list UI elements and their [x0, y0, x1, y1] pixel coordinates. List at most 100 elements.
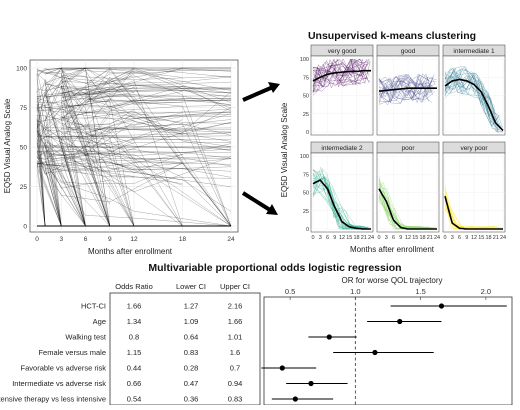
facet-x-tick-label: 15 [412, 235, 418, 241]
facet-trajectory [444, 70, 500, 132]
arrow-up [242, 82, 280, 102]
facet-trajectory [378, 189, 433, 230]
cluster-title: Unsupervised k-means clustering [308, 30, 476, 42]
spaghetti-trajectory [36, 92, 86, 227]
cluster-y-axis-label: EQ5D Visual Analog Scale [280, 102, 289, 197]
facet-trajectory [444, 75, 502, 133]
spaghetti-x-tick-label: 18 [179, 236, 187, 243]
spaghetti-trajectory [85, 134, 232, 138]
forest-point [372, 349, 378, 356]
facet-trajectory [312, 183, 365, 230]
spaghetti-trajectory [45, 67, 111, 227]
facet-x-tick-label: 24 [434, 235, 440, 241]
spaghetti-trajectory [36, 152, 86, 156]
facet-x-tick-label: 15 [346, 235, 352, 241]
spaghetti-trajectory [45, 67, 135, 227]
cluster-x-axis-label: Months after enrollment [350, 245, 435, 254]
spaghetti-trajectory [36, 100, 231, 123]
forest-point [397, 318, 403, 325]
spaghetti-trajectory [36, 90, 232, 103]
spaghetti-trajectory [36, 160, 232, 172]
facet-label: good [401, 48, 416, 55]
spaghetti-trajectory [36, 68, 232, 83]
facet-x-tick-label: 18 [419, 235, 425, 241]
facet-x-tick-label: 12 [405, 235, 411, 241]
spaghetti-trajectory [85, 127, 232, 137]
spaghetti-trajectory [36, 104, 135, 125]
spaghetti-trajectory [44, 67, 232, 91]
spaghetti-trajectory [85, 90, 232, 98]
facet-x-tick-label: 3 [385, 235, 388, 241]
spaghetti-trajectory [36, 119, 135, 142]
facet-x-tick-label: 3 [451, 235, 454, 241]
facet-trajectory [312, 62, 371, 86]
row-upper-ci: 0.83 [228, 395, 243, 404]
row-lower-ci: 1.09 [184, 317, 199, 326]
facet-trajectory [444, 72, 499, 126]
facet-label: intermediate 1 [453, 48, 495, 55]
facet-trajectory [378, 73, 427, 102]
spaghetti-trajectory [44, 80, 232, 124]
spaghetti-trajectory [45, 83, 232, 133]
spaghetti-trajectory [61, 124, 232, 227]
facet-trajectory [444, 69, 502, 128]
spaghetti-trajectory [36, 142, 62, 174]
facet-x-tick-label: 3 [319, 235, 322, 241]
facet-y-tick-label: 50 [303, 191, 309, 197]
facet-trajectory [444, 67, 500, 126]
facet-y-tick-label: 0 [306, 227, 309, 233]
row-label: Intensive therapy vs less intensive [0, 395, 106, 404]
facet-x-tick-label: 18 [353, 235, 359, 241]
spaghetti-trajectory [61, 156, 232, 192]
spaghetti-trajectory [36, 91, 86, 227]
spaghetti-trajectory [61, 73, 135, 141]
facet-trajectory [444, 208, 501, 230]
facet-trajectory [378, 74, 430, 100]
facet-mean-line [378, 87, 437, 92]
spaghetti-trajectory [61, 92, 110, 117]
spaghetti-trajectory [61, 67, 135, 121]
facet-trajectory [378, 177, 436, 230]
spaghetti-trajectory [85, 96, 232, 227]
spaghetti-trajectory [44, 83, 86, 227]
facet-trajectory [312, 184, 368, 230]
spaghetti-trajectory [61, 75, 232, 227]
facet-trajectory [312, 70, 369, 88]
spaghetti-trajectory [36, 67, 134, 112]
cluster-panel: Unsupervised k-means clustering very goo… [280, 30, 506, 254]
facet-x-tick-label: 9 [333, 235, 336, 241]
spaghetti-trajectory [36, 156, 62, 167]
spaghetti-trajectory [85, 110, 232, 152]
spaghetti-y-tick-label: 25 [20, 184, 28, 191]
spaghetti-trajectory [36, 102, 231, 113]
spaghetti-trajectory [36, 141, 232, 227]
spaghetti-trajectory [36, 86, 232, 112]
table-rows: HCT-CI 1.66 1.27 2.16 Age 1.34 1.09 1.66 Walking… [0, 302, 242, 404]
spaghetti-trajectory [61, 116, 135, 227]
facet-trajectory [378, 79, 435, 102]
spaghetti-trajectory [85, 69, 232, 109]
spaghetti-trajectory [36, 76, 110, 100]
row-lower-ci: 1.27 [184, 302, 199, 311]
spaghetti-trajectory [44, 106, 183, 148]
facet-label: very good [328, 48, 357, 55]
spaghetti-trajectory [61, 114, 111, 227]
facet-trajectory [444, 76, 499, 133]
spaghetti-trajectory [36, 119, 46, 227]
facet-trajectory [312, 58, 370, 93]
spaghetti-y-axis-label: EQ5D Visual Analog Scale [3, 98, 12, 193]
spaghetti-trajectory [45, 86, 135, 227]
spaghetti-trajectory [61, 85, 111, 227]
facet-very-poor: very poor 0 3 6 9 12 15 18 21 24 [442, 141, 506, 241]
spaghetti-trajectory [44, 67, 135, 227]
spaghetti-trajectory [61, 160, 86, 227]
facet-trajectory [444, 68, 501, 127]
forest-tick-label: 1.0 [350, 287, 360, 296]
header-upper-ci: Upper CI [220, 282, 250, 291]
spaghetti-trajectory [36, 164, 232, 178]
facet-x-tick-label: 15 [478, 235, 484, 241]
spaghetti-trajectory [61, 71, 232, 98]
spaghetti-x-tick-label: 9 [108, 236, 112, 243]
facet-trajectory [444, 74, 502, 132]
forest-tick-label: 0.5 [285, 287, 295, 296]
